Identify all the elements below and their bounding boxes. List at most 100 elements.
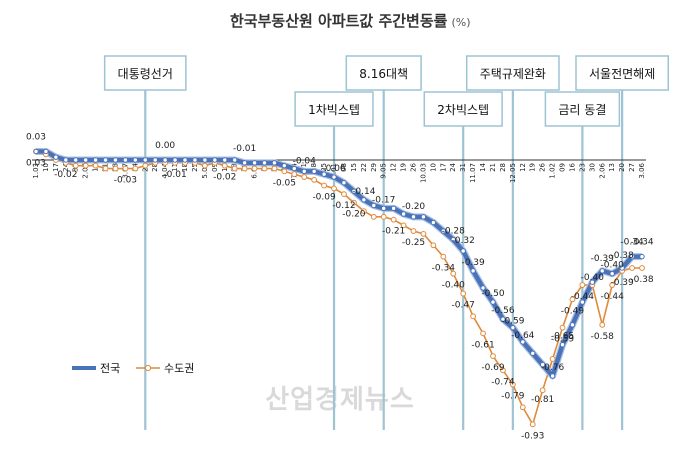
- series-point-metro: [609, 282, 616, 288]
- series-point-national: [73, 157, 79, 163]
- data-label-metro: -0.59: [551, 335, 575, 345]
- event-box: [103, 55, 187, 91]
- series-point-metro: [460, 290, 467, 297]
- x-tick-label: 27: [628, 163, 636, 172]
- series-point-national: [559, 342, 566, 348]
- series-point-metro: [500, 367, 506, 374]
- data-label-metro: -0.02: [213, 173, 236, 183]
- series-point-national: [569, 322, 576, 328]
- x-tick-label: 1.02: [549, 163, 557, 179]
- series-point-national: [450, 236, 456, 243]
- data-label-national: -0.65: [551, 332, 574, 342]
- series-point-metro: [370, 213, 377, 220]
- series-point-national: [301, 168, 307, 175]
- legend-marker-metro: [144, 364, 152, 372]
- data-label-metro: -0.05: [273, 178, 296, 188]
- data-labels: 0.030.00 -0.01-0.04-0.06-0.14-0.17-0.20-0…: [26, 132, 654, 441]
- series-point-metro: [599, 321, 606, 328]
- x-tick-label: 23: [578, 163, 586, 172]
- data-label-national: -0.17: [372, 195, 395, 205]
- series-point-metro: [430, 242, 437, 249]
- x-tick-label: 26: [539, 162, 547, 171]
- series-point-national: [629, 253, 635, 260]
- series-point-national: [321, 171, 327, 177]
- series-point-metro: [92, 162, 99, 169]
- series-point-national: [162, 157, 168, 163]
- legend: 전국 수도권: [72, 362, 194, 375]
- data-label-metro: -0.58: [591, 332, 615, 342]
- series-point-metro: [470, 313, 477, 320]
- series-point-metro: [321, 182, 327, 189]
- series-point-national: [599, 268, 605, 274]
- data-label-metro: -0.12: [332, 201, 355, 211]
- series-point-national: [222, 157, 228, 163]
- series-point-national: [381, 205, 387, 212]
- series-point-metro: [231, 165, 238, 172]
- legend-label-metro: 수도권: [164, 362, 194, 375]
- series-point-national: [460, 248, 466, 254]
- data-label-metro: -0.09: [312, 193, 336, 203]
- series-point-national: [112, 157, 119, 163]
- x-tick-label: 10: [429, 163, 437, 172]
- series-point-metro: [301, 174, 308, 180]
- x-tick-label: 18: [181, 163, 189, 172]
- data-label-metro: -0.49: [561, 306, 585, 316]
- series-point-national: [579, 299, 586, 305]
- x-tick-label: 10: [42, 163, 50, 172]
- series-point-national: [400, 211, 407, 217]
- series-point-national: [480, 285, 486, 291]
- x-tick-label: 31: [459, 163, 467, 172]
- series-point-metro: [112, 165, 119, 172]
- data-label-metro: -0.44: [571, 292, 595, 302]
- series-point-national: [43, 148, 49, 155]
- series-point-metro: [509, 381, 516, 388]
- x-tick-label: 13: [608, 163, 616, 172]
- x-tick-label: 24: [449, 162, 457, 171]
- event-label: 주택규제완화: [480, 67, 546, 81]
- series-point-national: [520, 339, 526, 345]
- series-point-metro: [281, 168, 288, 175]
- data-label-national: -0.32: [452, 236, 475, 246]
- x-tick-label: 30: [588, 163, 596, 172]
- event-label: 8.16대책: [359, 66, 408, 81]
- data-label-national: -0.39: [461, 258, 485, 268]
- data-label-metro: -0.79: [501, 392, 525, 402]
- x-tick-label: 17: [439, 163, 447, 172]
- data-label-national: -0.01: [233, 144, 256, 154]
- series-point-metro: [440, 253, 447, 260]
- series-point-metro: [579, 282, 586, 288]
- series-point-metro: [341, 191, 347, 198]
- data-label-national: -0.04: [293, 156, 317, 166]
- series-point-national: [351, 188, 357, 194]
- x-tick-label: 8.01: [330, 163, 338, 179]
- data-label-national: -0.56: [491, 306, 515, 316]
- x-tick-label: 16: [568, 162, 576, 171]
- data-label-national: -0.38: [610, 251, 634, 261]
- series-point-national: [331, 174, 337, 180]
- data-label-national: -0.14: [352, 187, 376, 197]
- data-label-metro: -0.81: [531, 395, 554, 405]
- series-point-metro: [380, 213, 387, 220]
- data-label-metro: -0.25: [402, 238, 425, 248]
- series-point-national: [33, 148, 39, 155]
- series-point-national: [609, 270, 615, 277]
- series-point-metro: [311, 176, 318, 183]
- data-label-metro: -0.21: [382, 227, 405, 237]
- series-point-national: [639, 253, 645, 260]
- x-tick-label: 11.07: [469, 163, 477, 183]
- x-tick-label: 12: [390, 163, 398, 172]
- x-tick-label: 24: [62, 162, 70, 171]
- data-label-metro: 0.03: [26, 158, 46, 168]
- series-lines: [35, 147, 642, 426]
- event-box: [544, 91, 621, 127]
- data-label-national: 0.00: [155, 141, 175, 151]
- data-label-national: -0.40: [581, 273, 605, 283]
- series-point-national: [192, 157, 198, 163]
- x-tick-label: 11: [300, 163, 308, 172]
- series-point-metro: [331, 185, 337, 192]
- series-point-metro: [142, 162, 149, 169]
- data-label-national: -0.64: [511, 331, 535, 341]
- series-point-metro: [480, 330, 486, 337]
- x-tick-label: 15: [350, 163, 358, 172]
- series-point-national: [420, 214, 427, 220]
